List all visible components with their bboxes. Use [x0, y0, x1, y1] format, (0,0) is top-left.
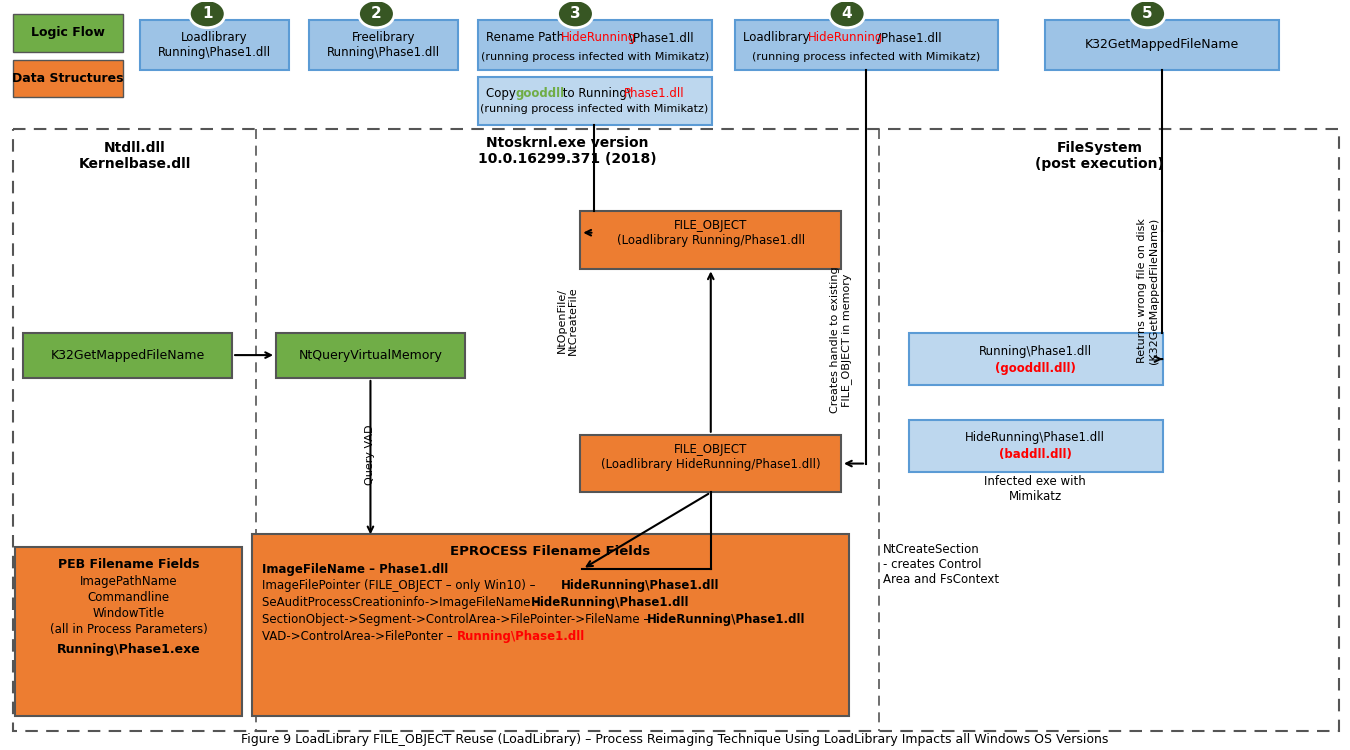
Text: K32GetMappedFileName: K32GetMappedFileName [50, 349, 205, 361]
Text: (all in Process Parameters): (all in Process Parameters) [50, 623, 208, 636]
Bar [309, 20, 458, 70]
Text: VAD->ControlArea->FilePonter –: VAD->ControlArea->FilePonter – [262, 630, 456, 644]
Bar [252, 534, 849, 716]
Text: Loadlibrary
Running\Phase1.dll: Loadlibrary Running\Phase1.dll [158, 31, 271, 58]
Text: 5: 5 [1142, 6, 1153, 21]
Ellipse shape [359, 0, 394, 28]
Text: 4: 4 [842, 6, 852, 21]
Text: FILE_OBJECT
(Loadlibrary Running/Phase1.dll: FILE_OBJECT (Loadlibrary Running/Phase1.… [617, 219, 805, 247]
Bar [478, 77, 711, 125]
Text: (running process infected with Mimikatz): (running process infected with Mimikatz) [481, 52, 709, 62]
Text: HideRunning\Phase1.dll: HideRunning\Phase1.dll [965, 431, 1106, 444]
Bar [478, 20, 711, 70]
Text: /Phase1.dll: /Phase1.dll [878, 32, 941, 44]
Text: HideRunning: HideRunning [809, 32, 884, 44]
Text: Running\Phase1.dll: Running\Phase1.dll [458, 630, 586, 644]
Text: Phase1.dll: Phase1.dll [624, 87, 684, 100]
Text: Rename Path: Rename Path [486, 32, 568, 44]
Text: ImageFileName – Phase1.dll: ImageFileName – Phase1.dll [262, 562, 448, 575]
Bar [139, 20, 289, 70]
Text: PEB Filename Fields: PEB Filename Fields [58, 557, 200, 571]
Text: Ntdll.dll
Kernelbase.dll: Ntdll.dll Kernelbase.dll [78, 141, 190, 171]
Text: FILE_OBJECT
(Loadlibrary HideRunning/Phase1.dll): FILE_OBJECT (Loadlibrary HideRunning/Pha… [601, 442, 821, 470]
Text: FileSystem
(post execution): FileSystem (post execution) [1035, 141, 1164, 171]
Text: NtOpenFile/
NtCreateFile: NtOpenFile/ NtCreateFile [556, 286, 578, 355]
Bar [14, 13, 123, 52]
Text: (gooddll.dll): (gooddll.dll) [995, 362, 1076, 374]
Ellipse shape [189, 0, 225, 28]
Text: Freelibrary
Running\Phase1.dll: Freelibrary Running\Phase1.dll [327, 31, 440, 58]
Text: NtCreateSection
- creates Control
Area and FsContext: NtCreateSection - creates Control Area a… [883, 542, 999, 586]
Text: Logic Flow: Logic Flow [31, 26, 105, 39]
Text: to Running\: to Running\ [559, 87, 630, 100]
Text: 3: 3 [570, 6, 580, 21]
Text: Infected exe with
Mimikatz: Infected exe with Mimikatz [984, 476, 1085, 503]
Text: Running\Phase1.dll: Running\Phase1.dll [979, 344, 1092, 358]
Text: Ntoskrnl.exe version
10.0.16299.371 (2018): Ntoskrnl.exe version 10.0.16299.371 (201… [478, 136, 657, 166]
Text: Data Structures: Data Structures [12, 72, 124, 85]
Bar [14, 59, 123, 98]
Text: HideRunning: HideRunning [560, 32, 636, 44]
Text: ImageFilePointer (FILE_OBJECT – only Win10) –: ImageFilePointer (FILE_OBJECT – only Win… [262, 580, 539, 592]
Text: (baddll.dll): (baddll.dll) [999, 448, 1072, 461]
Text: Copy: Copy [486, 87, 520, 100]
Text: (running process infected with Mimikatz): (running process infected with Mimikatz) [752, 52, 980, 62]
Text: Query VAD: Query VAD [366, 424, 375, 484]
Bar [1045, 20, 1278, 70]
Ellipse shape [558, 0, 594, 28]
Text: K32GetMappedFileName: K32GetMappedFileName [1085, 38, 1239, 51]
Text: HideRunning\Phase1.dll: HideRunning\Phase1.dll [560, 580, 720, 592]
Bar [15, 548, 242, 716]
Bar [909, 420, 1162, 472]
Text: Loadlibrary: Loadlibrary [743, 32, 813, 44]
Text: 2: 2 [371, 6, 382, 21]
Ellipse shape [1130, 0, 1165, 28]
Text: gooddll: gooddll [516, 87, 564, 100]
Bar [14, 129, 1339, 731]
Bar [580, 435, 841, 493]
Text: Creates handle to existing
FILE_OBJECT in memory: Creates handle to existing FILE_OBJECT i… [830, 267, 852, 413]
Text: WindowTitle: WindowTitle [93, 608, 165, 620]
Bar [275, 333, 464, 378]
Text: 1: 1 [202, 6, 212, 21]
Text: Commandline: Commandline [88, 592, 170, 604]
Text: ImagePathName: ImagePathName [80, 575, 177, 589]
Text: SeAuditProcessCreationinfo->ImageFileName –: SeAuditProcessCreationinfo->ImageFileNam… [262, 596, 544, 609]
Text: EPROCESS Filename Fields: EPROCESS Filename Fields [451, 544, 651, 558]
Text: HideRunning\Phase1.dll: HideRunning\Phase1.dll [647, 614, 806, 626]
Ellipse shape [829, 0, 865, 28]
Bar [734, 20, 999, 70]
Text: \Phase1.dll: \Phase1.dll [629, 32, 694, 44]
Bar [909, 333, 1162, 385]
Text: Figure 9 LoadLibrary FILE_OBJECT Reuse (LoadLibrary) – Process Reimaging Techniq: Figure 9 LoadLibrary FILE_OBJECT Reuse (… [242, 734, 1108, 746]
Text: NtQueryVirtualMemory: NtQueryVirtualMemory [298, 349, 443, 361]
Bar [580, 211, 841, 268]
Bar [23, 333, 232, 378]
Text: Running\Phase1.exe: Running\Phase1.exe [57, 644, 201, 656]
Text: HideRunning\Phase1.dll: HideRunning\Phase1.dll [531, 596, 688, 609]
Text: SectionObject->Segment->ControlArea->FilePointer->FileName –: SectionObject->Segment->ControlArea->Fil… [262, 614, 653, 626]
Text: (running process infected with Mimikatz): (running process infected with Mimikatz) [481, 104, 709, 114]
Text: Returns wrong file on disk
(K32GetMappedFileName): Returns wrong file on disk (K32GetMapped… [1137, 217, 1158, 364]
